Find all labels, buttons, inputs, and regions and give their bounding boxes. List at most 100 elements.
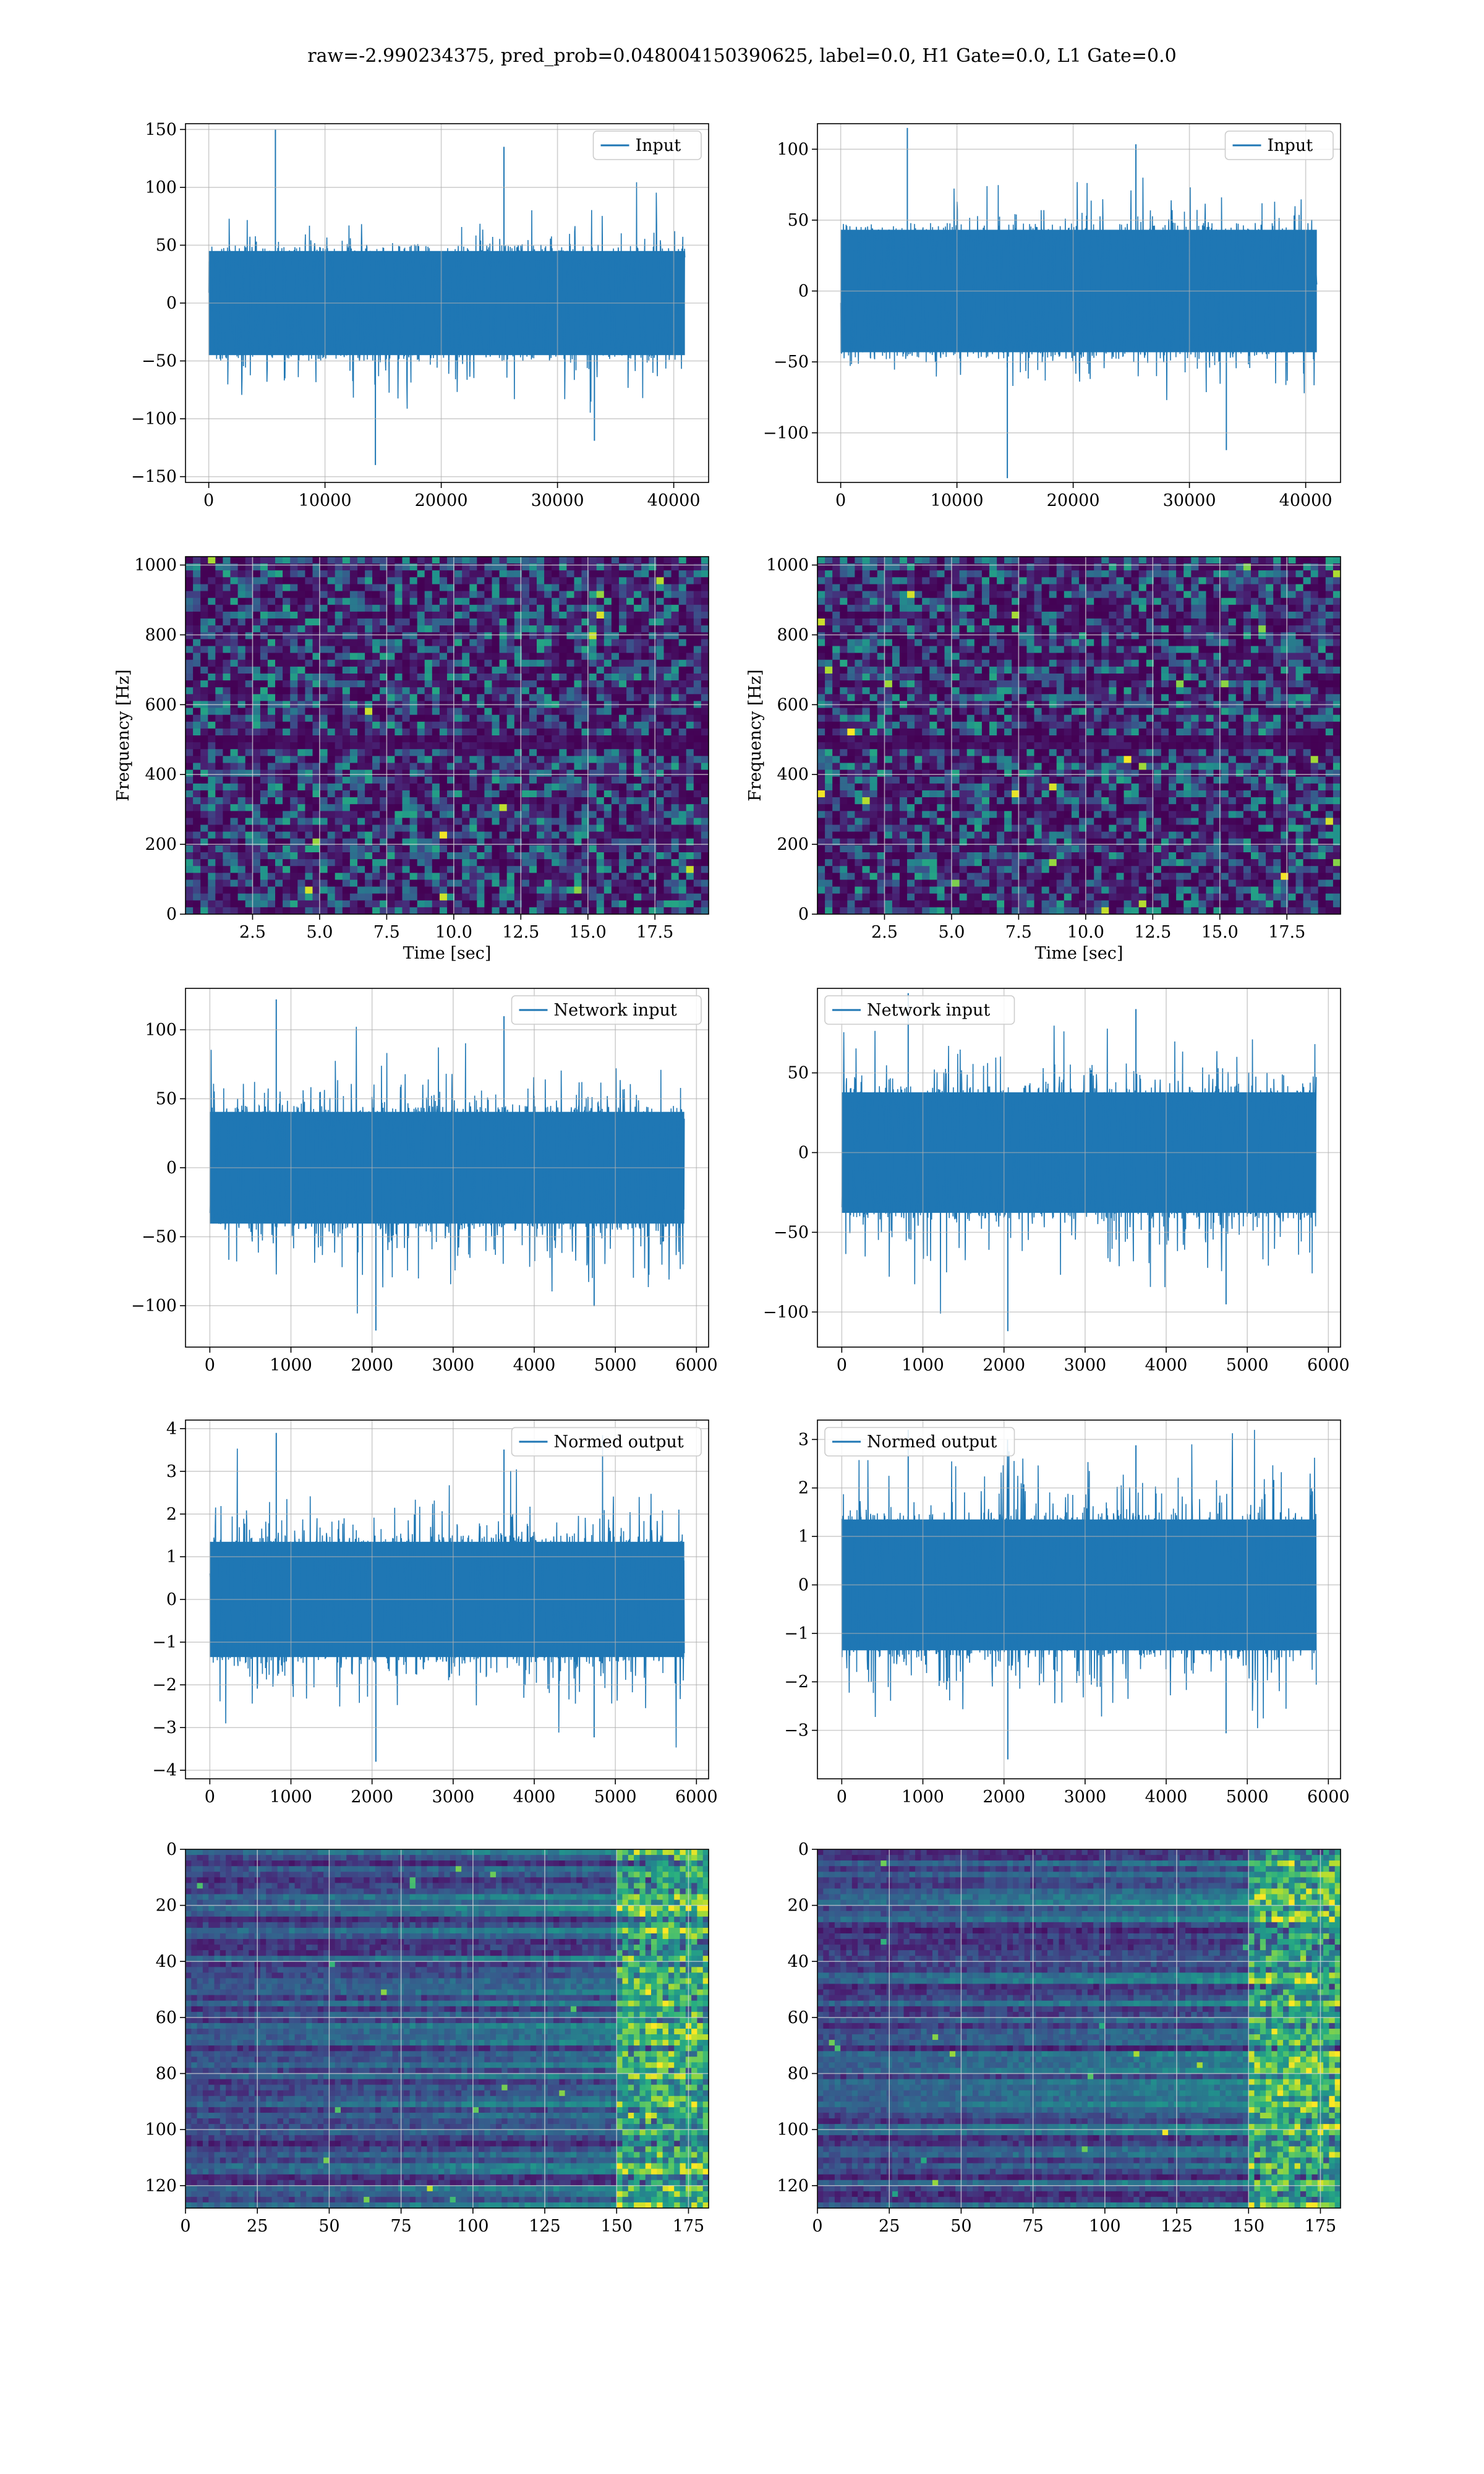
h1-spectrogram-cell (335, 687, 343, 695)
l1-spectrogram-cell (1176, 591, 1184, 599)
h1-spectrogram-cell (701, 694, 709, 701)
l1-spectrogram-cell (1191, 646, 1199, 654)
h1-spectrogram-cell (252, 632, 261, 640)
h1-spectrogram-cell (454, 618, 463, 626)
h1-spectrogram-cell (469, 893, 477, 901)
h1-spectrogram-cell (215, 797, 223, 805)
h1-spectrogram-cell (223, 831, 231, 839)
l1-spectrogram-cell (832, 632, 840, 640)
h1-spectrogram-cell (409, 714, 418, 722)
l1-spectrogram-cell (892, 618, 900, 626)
h1-spectrogram-cell (649, 653, 657, 661)
l1-spectrogram-cell (1325, 646, 1334, 654)
h1-spectrogram-cell (424, 859, 433, 867)
h1-spectrogram-cell (701, 570, 709, 578)
l1-spectrogram-cell (862, 618, 871, 626)
h1-spectrogram-cell (589, 666, 597, 674)
l1-spectrogram-cell (915, 625, 923, 633)
h1-spectrogram-cell (596, 900, 605, 908)
l1-spectrogram-cell (929, 646, 937, 654)
h1-spectrogram-cell (283, 880, 291, 888)
h1-spectrogram-cell (656, 804, 665, 811)
h1-spectrogram-cell (484, 859, 493, 867)
h1-spectrogram-cell (596, 721, 605, 729)
h1-spectrogram-cell (245, 735, 254, 743)
h1-spectrogram-cell (252, 831, 261, 839)
h1-spectrogram-cell (537, 783, 545, 791)
h1-spectrogram-cell (215, 763, 223, 771)
h1-spectrogram-cell (387, 680, 395, 688)
h1-spectrogram-cell (447, 721, 455, 729)
h1-spectrogram-cell (686, 880, 694, 888)
h1-spectrogram-cell (454, 563, 463, 571)
h1-spectrogram-cell (275, 831, 283, 839)
h1-spectrogram-cell (245, 557, 254, 564)
h1-spectrogram-cell (283, 625, 291, 633)
h1-spectrogram-cell (342, 818, 351, 826)
h1-spectrogram-cell (559, 742, 567, 750)
h1-spectrogram-cell (424, 790, 433, 798)
h1-spectrogram-ylabel: Frequency [Hz] (114, 669, 133, 801)
l1-spectrogram-cell (1004, 618, 1012, 626)
h1-spectrogram-cell (537, 880, 545, 888)
h1-spectrogram-cell (252, 597, 261, 606)
l1-spectrogram-cell (1303, 604, 1311, 612)
h1-spectrogram-cell (603, 831, 612, 839)
h1-spectrogram-cell (402, 769, 411, 777)
h1-spectrogram-cell (186, 797, 194, 805)
l1-spectrogram-cell (1086, 591, 1094, 599)
l1-spectrogram-cell (1258, 557, 1266, 564)
h1-spectrogram-cell (417, 756, 425, 763)
l1-spectrogram-cell (1251, 563, 1259, 571)
h1-spectrogram-cell (537, 584, 545, 592)
h1-spectrogram-cell (208, 625, 216, 633)
h1-spectrogram-cell (230, 708, 239, 716)
h1-spectrogram-cell (432, 742, 440, 750)
h1-spectrogram-cell (626, 804, 634, 811)
h1-spectrogram-cell (589, 756, 597, 763)
h1-spectrogram-cell (521, 886, 530, 894)
h1-spectrogram-cell (290, 680, 298, 688)
l1-spectrogram-cell (855, 577, 863, 584)
h1-spectrogram-cell (335, 886, 343, 894)
h1-spectrogram-cell (439, 618, 448, 626)
h1-spectrogram-cell (394, 659, 403, 667)
l1-input-ytick-label: −100 (763, 424, 809, 443)
h1-spectrogram-cell (327, 728, 336, 736)
h1-spectrogram-cell (663, 866, 672, 873)
h1-spectrogram-cell (454, 584, 463, 592)
h1-spectrogram-cell (701, 680, 709, 688)
h1-spectrogram-cell (290, 742, 298, 750)
l1-spectrogram-cell (1116, 570, 1125, 578)
h1-spectrogram-cell (237, 818, 246, 826)
l1-spectrogram-cell (1258, 577, 1266, 584)
h1-spectrogram-cell (671, 625, 680, 633)
h1-spectrogram-cell (342, 804, 351, 811)
l1-spectrogram-cell (1198, 577, 1207, 584)
l1-spectrogram-cell (1273, 646, 1281, 654)
h1-spectrogram-cell (552, 577, 560, 584)
l1-spectrogram-cell (989, 570, 997, 578)
h1-spectrogram-cell (447, 749, 455, 756)
h1-spectrogram-cell (357, 659, 365, 667)
l1-spectrogram-cell (1086, 570, 1094, 578)
h1-spectrogram-cell (335, 749, 343, 756)
l1-spectrogram-cell (1213, 604, 1222, 612)
h1-spectrogram-cell (283, 659, 291, 667)
h1-spectrogram-cell (290, 597, 298, 606)
h1-spectrogram-cell (514, 831, 522, 839)
h1-spectrogram-cell (499, 769, 508, 777)
h1-spectrogram-cell (596, 866, 605, 873)
h1-spectrogram-cell (208, 735, 216, 743)
h1-spectrogram-cell (611, 824, 620, 833)
h1-spectrogram-cell (267, 632, 276, 640)
h1-spectrogram-cell (686, 604, 694, 612)
h1-spectrogram-cell (312, 611, 321, 619)
h1-spectrogram-cell (267, 845, 276, 853)
h1-spectrogram-cell (245, 859, 254, 867)
h1-spectrogram-cell (283, 831, 291, 839)
l1-spectrogram-cell (884, 557, 893, 564)
h1-spectrogram-cell (312, 680, 321, 688)
h1-spectrogram-cell (349, 735, 358, 743)
h1-spectrogram-cell (424, 708, 433, 716)
